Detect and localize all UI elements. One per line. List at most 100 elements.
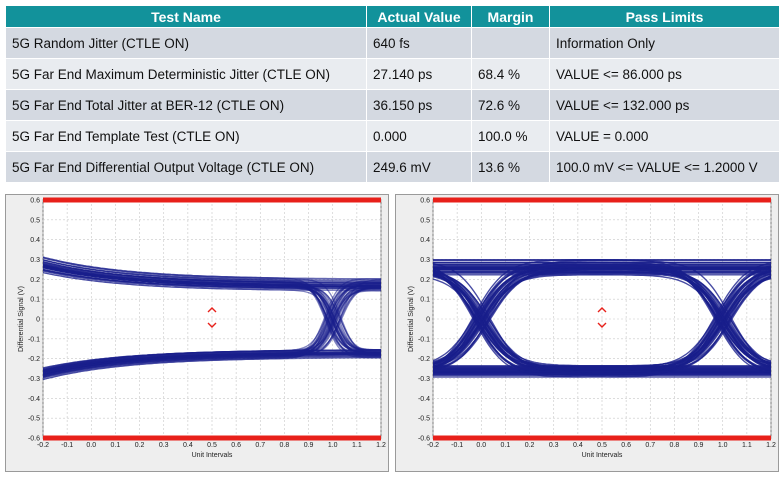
x-tick-label: 0.2 (135, 442, 145, 449)
x-tick-label: 1.1 (742, 442, 752, 449)
eye-trace (433, 271, 771, 378)
x-tick-label: -0.2 (37, 442, 49, 449)
cell-pass-limit: 100.0 mV <= VALUE <= 1.2000 V (549, 151, 780, 183)
cell-pass-limit: Information Only (549, 27, 780, 59)
x-tick-label: 0.4 (183, 442, 193, 449)
eye-trace (43, 263, 381, 352)
eye-trace (43, 279, 381, 377)
table-header-row: Test Name Actual Value Margin Pass Limit… (5, 5, 780, 28)
x-axis-label: Unit Intervals (582, 452, 623, 459)
cell-pass-limit: VALUE <= 132.000 ps (549, 89, 780, 121)
x-tick-label: 0.7 (255, 442, 265, 449)
cell-margin: 13.6 % (471, 151, 550, 183)
x-tick-label: 0.0 (86, 442, 96, 449)
y-tick-label: 0.5 (420, 217, 430, 224)
x-tick-label: 0.3 (549, 442, 559, 449)
eye-trace (433, 259, 771, 366)
eye-trace (43, 282, 381, 371)
eye-trace (433, 262, 771, 374)
y-tick-label: -0.4 (418, 396, 430, 403)
x-tick-label: 0.8 (670, 442, 680, 449)
cell-margin: 100.0 % (471, 120, 550, 152)
x-tick-label: 0.6 (621, 442, 631, 449)
x-tick-label: 1.0 (718, 442, 728, 449)
table-row: 5G Far End Maximum Deterministic Jitter … (5, 58, 780, 90)
y-tick-label: 0.2 (30, 277, 40, 284)
y-tick-label: -0.5 (418, 416, 430, 423)
x-tick-label: 0.3 (159, 442, 169, 449)
cell-actual-value: 640 fs (366, 27, 472, 59)
y-tick-label: 0.2 (420, 277, 430, 284)
eye-diagram-svg: -0.2 -0.1 0.0 0.1 0.2 0.3 0.4 0.5 0.6 0.7 0.8 0.9 1.… (395, 194, 779, 472)
x-tick-label: 0.6 (231, 442, 241, 449)
x-tick-label: -0.1 (451, 442, 463, 449)
y-tick-label: 0.1 (420, 297, 430, 304)
header-test-name: Test Name (5, 5, 367, 28)
eye-trace (433, 271, 771, 370)
table-row: 5G Far End Differential Output Voltage (… (5, 151, 780, 183)
cell-margin: 68.4 % (471, 58, 550, 90)
y-tick-label: 0 (36, 317, 40, 324)
cell-actual-value: 0.000 (366, 120, 472, 152)
y-axis-label: Differential Signal (V) (18, 286, 25, 352)
chevron-down-icon (207, 322, 217, 328)
eye-traces (433, 259, 771, 378)
y-axis-label: Differential Signal (V) (408, 286, 415, 352)
x-tick-label: 0.5 (597, 442, 607, 449)
eye-trace (433, 272, 771, 377)
y-tick-label: -0.6 (418, 436, 430, 443)
cell-margin: 72.6 % (471, 89, 550, 121)
y-tick-label: -0.4 (28, 396, 40, 403)
y-tick-label: 0.6 (420, 198, 430, 205)
cell-test-name: 5G Far End Template Test (CTLE ON) (5, 120, 367, 152)
table-row: 5G Far End Template Test (CTLE ON) 0.000… (5, 120, 780, 152)
cell-test-name: 5G Far End Differential Output Voltage (… (5, 151, 367, 183)
x-tick-label: 0.5 (207, 442, 217, 449)
test-results-table: Test Name Actual Value Margin Pass Limit… (5, 5, 780, 183)
x-tick-label: 1.1 (352, 442, 362, 449)
y-tick-label: 0.3 (420, 257, 430, 264)
y-tick-label: 0 (426, 317, 430, 324)
cell-test-name: 5G Far End Total Jitter at BER-12 (CTLE … (5, 89, 367, 121)
x-tick-label: 0.8 (280, 442, 290, 449)
eye-trace (43, 261, 381, 355)
y-tick-label: -0.1 (418, 336, 430, 343)
header-pass-limits: Pass Limits (549, 5, 780, 28)
x-axis-label: Unit Intervals (192, 452, 233, 459)
x-tick-label: 0.7 (645, 442, 655, 449)
y-tick-label: 0.6 (30, 198, 40, 205)
eye-traces (43, 256, 381, 381)
eye-trace (43, 280, 381, 375)
x-tick-label: 1.2 (766, 442, 776, 449)
cell-actual-value: 27.140 ps (366, 58, 472, 90)
eye-trace (433, 268, 771, 368)
eye-trace (433, 259, 771, 371)
x-tick-label: 0.1 (501, 442, 511, 449)
eye-trace (433, 266, 771, 370)
header-actual-value: Actual Value (366, 5, 472, 28)
eye-trace (43, 263, 381, 358)
x-tick-label: 1.0 (328, 442, 338, 449)
cell-pass-limit: VALUE = 0.000 (549, 120, 780, 152)
eye-trace (43, 286, 381, 372)
y-tick-label: -0.6 (28, 436, 40, 443)
limit-line (433, 435, 771, 441)
cell-test-name: 5G Far End Maximum Deterministic Jitter … (5, 58, 367, 90)
x-tick-label: 0.9 (694, 442, 704, 449)
y-tick-label: -0.1 (28, 336, 40, 343)
x-tick-label: 0.2 (525, 442, 535, 449)
eye-trace (43, 282, 381, 381)
y-tick-label: -0.3 (418, 376, 430, 383)
table-row: 5G Far End Total Jitter at BER-12 (CTLE … (5, 89, 780, 121)
eye-trace (433, 261, 771, 367)
x-tick-label: 0.9 (304, 442, 314, 449)
y-tick-label: -0.2 (418, 356, 430, 363)
table-row: 5G Random Jitter (CTLE ON) 640 fs Inform… (5, 27, 780, 59)
cell-margin (471, 27, 550, 59)
eye-trace (433, 272, 771, 366)
eye-diagram-left: -0.2 -0.1 0.0 0.1 0.2 0.3 0.4 0.5 0.6 0.7 0.8 0.9 1.… (5, 194, 389, 472)
limit-line (43, 435, 381, 441)
cell-test-name: 5G Random Jitter (CTLE ON) (5, 27, 367, 59)
chevron-up-icon (597, 307, 607, 313)
cell-actual-value: 36.150 ps (366, 89, 472, 121)
